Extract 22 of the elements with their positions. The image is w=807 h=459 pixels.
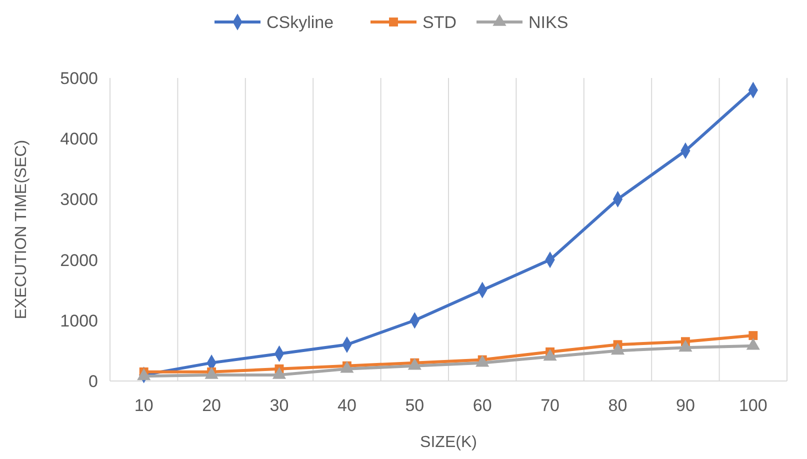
y-tick-label: 5000 xyxy=(60,68,98,88)
point xyxy=(748,331,758,340)
y-tick-label: 2000 xyxy=(60,250,98,270)
y-tick-label: 1000 xyxy=(60,311,98,330)
x-tick-label: 100 xyxy=(738,396,768,415)
x-tick-label: 60 xyxy=(472,396,492,415)
x-tick-label: 10 xyxy=(134,396,154,415)
x-tick-label: 80 xyxy=(608,396,628,415)
legend-label: CSkyline xyxy=(266,12,334,32)
x-tick-label: 30 xyxy=(270,396,289,415)
x-tick-label: 50 xyxy=(405,396,424,415)
legend-label: STD xyxy=(422,12,456,32)
x-tick-label: 20 xyxy=(202,396,222,415)
y-tick-label: 0 xyxy=(88,372,98,391)
legend-label: NIKS xyxy=(528,12,568,32)
x-tick-label: 70 xyxy=(540,396,560,415)
y-axis-title: EXECUTION TIME(SEC) xyxy=(13,140,30,320)
x-axis-title: SIZE(K) xyxy=(420,434,477,451)
x-tick-label: 40 xyxy=(337,396,356,415)
x-tick-label: 90 xyxy=(676,396,695,415)
y-tick-label: 3000 xyxy=(60,190,98,210)
y-tick-label: 4000 xyxy=(60,130,98,149)
